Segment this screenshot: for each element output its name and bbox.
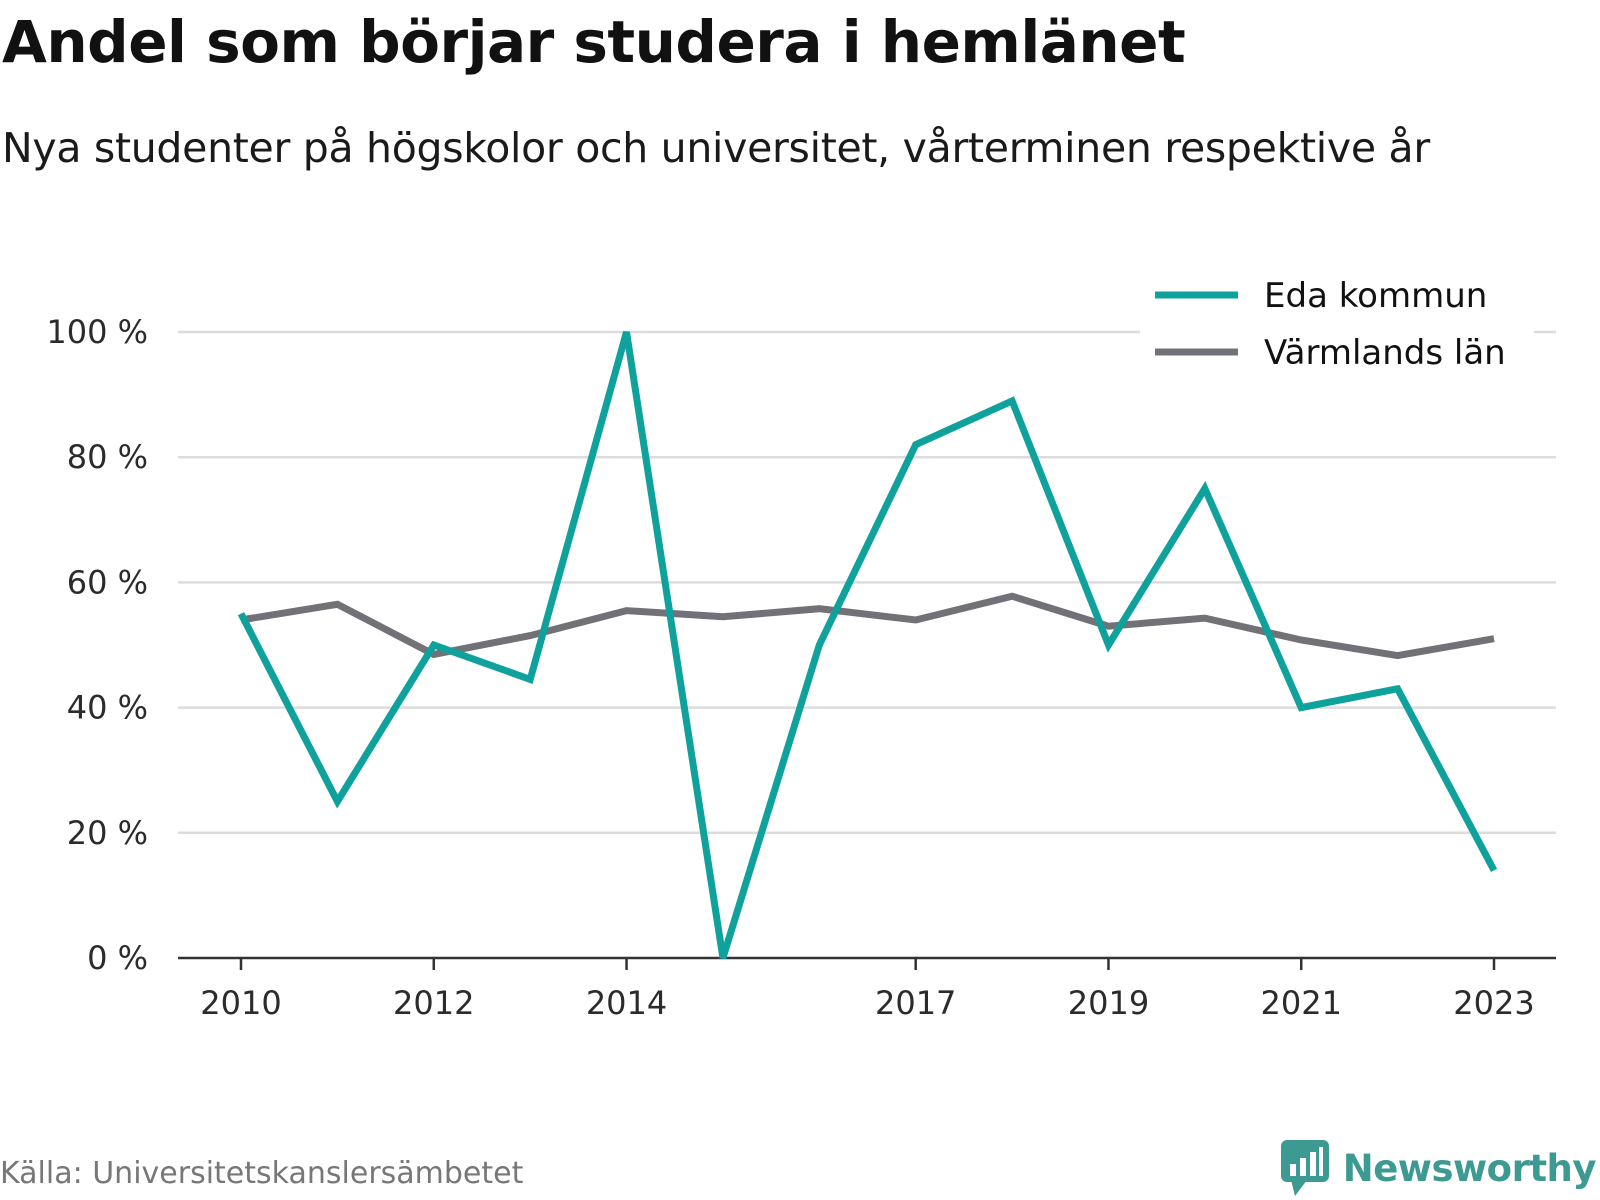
y-tick-label: 60 % [67, 563, 148, 601]
gridlines [178, 330, 1556, 835]
chart-subtitle: Nya studenter på högskolor och universit… [2, 124, 1430, 172]
y-tick-label: 100 % [46, 313, 148, 351]
brand-logo: Newsworthy [1279, 1138, 1597, 1198]
series-line-eda-kommun [237, 331, 1498, 960]
x-tick-label: 2014 [586, 984, 667, 1022]
x-tick-label: 2010 [200, 984, 281, 1022]
x-axis: 2010 2012 2014 2017 2019 2021 2023 [178, 956, 1556, 1022]
y-axis-tick-labels: 0 % 20 % 40 % 60 % 80 % 100 % [46, 313, 148, 977]
legend-label: Eda kommun [1264, 276, 1487, 316]
source-note: Källa: Universitetskanslersämbetet [0, 1156, 524, 1191]
x-tick-label: 2021 [1261, 984, 1342, 1022]
series-lines [237, 331, 1498, 960]
brand-name: Newsworthy [1342, 1146, 1597, 1190]
legend-background [1140, 270, 1534, 336]
y-tick-label: 0 % [87, 939, 148, 977]
y-tick-label: 80 % [67, 438, 148, 476]
x-tick-label: 2017 [875, 984, 956, 1022]
x-tick-label: 2012 [393, 984, 474, 1022]
bar-chart-speech-bubble-icon [1280, 1140, 1329, 1196]
y-tick-label: 40 % [67, 689, 148, 727]
chart-title: Andel som börjar studera i hemlänet [2, 8, 1186, 76]
x-tick-label: 2023 [1453, 984, 1534, 1022]
y-tick-label: 20 % [67, 814, 148, 852]
legend-label: Värmlands län [1264, 333, 1506, 373]
x-tick-label: 2019 [1068, 984, 1149, 1022]
legend: Eda kommun Värmlands län [1140, 270, 1534, 373]
